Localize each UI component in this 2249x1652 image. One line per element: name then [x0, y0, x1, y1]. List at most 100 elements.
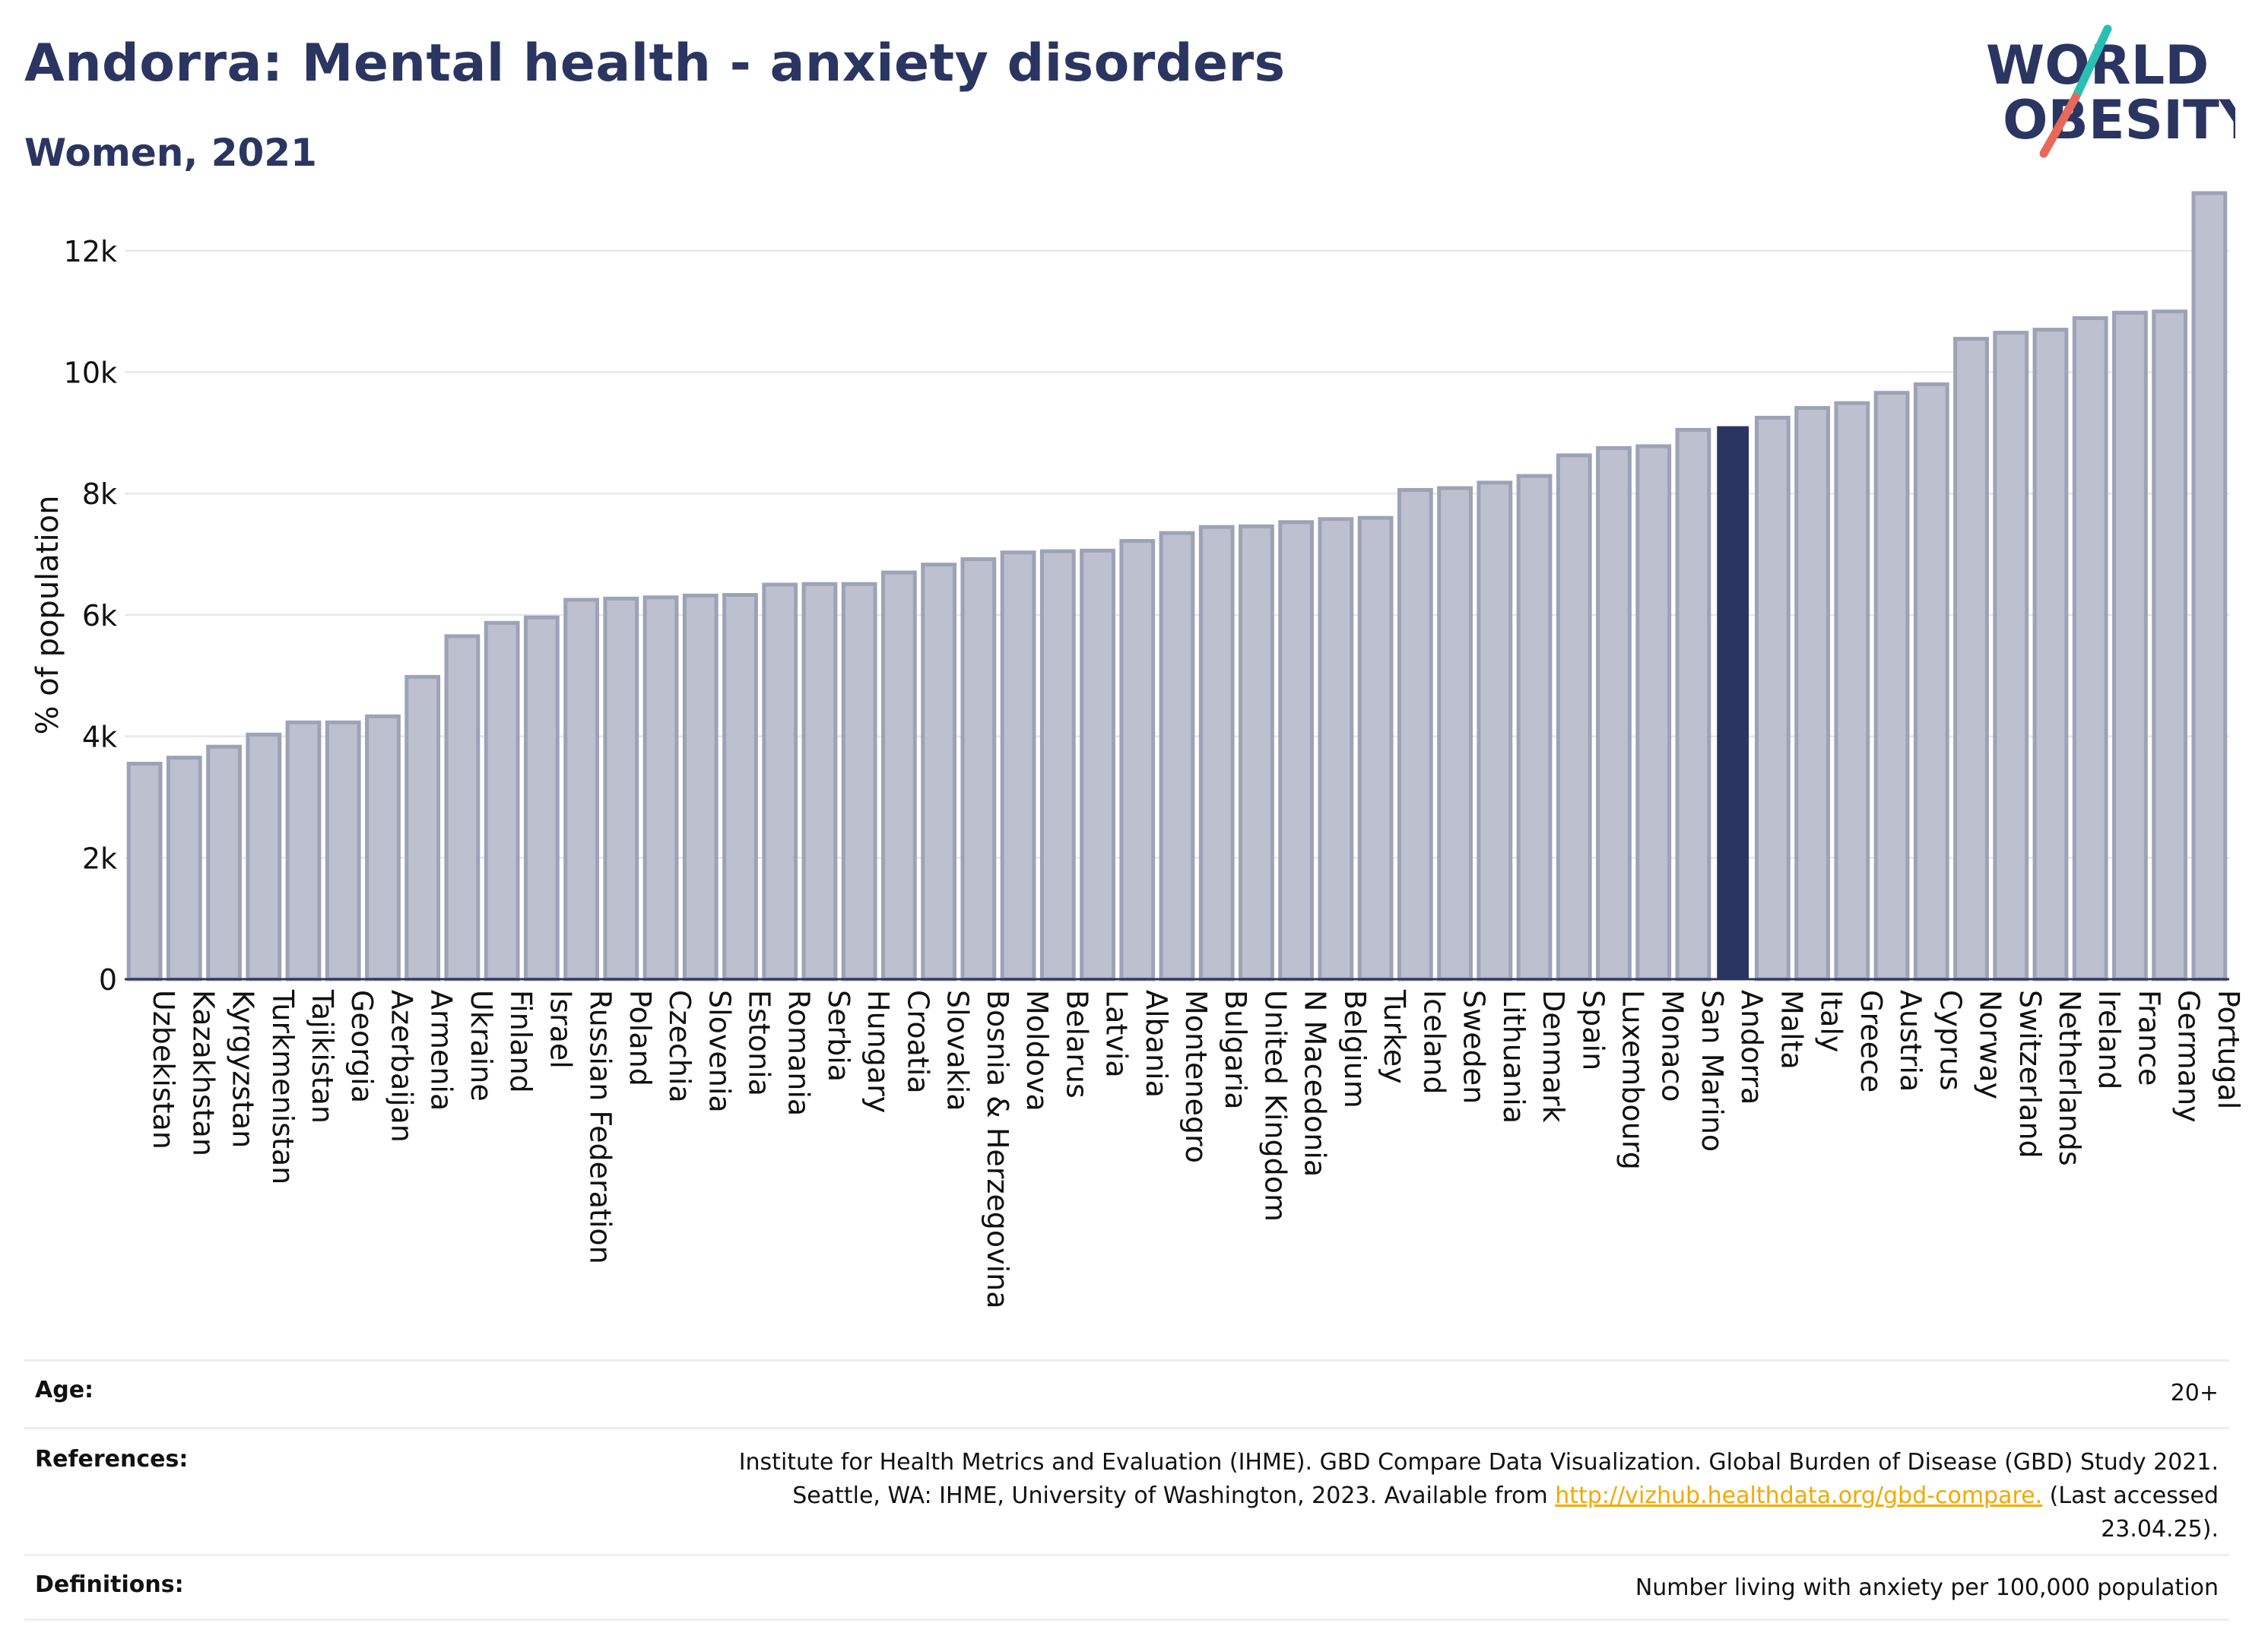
x-tick-label: Albania — [1140, 990, 1173, 1098]
x-tick-label: San Marino — [1695, 990, 1729, 1152]
x-axis-ticks: Uzbekistan Kazakhstan Kyrgyzstan Turkmenist… — [147, 989, 2245, 1309]
x-tick-label: Greece — [1854, 990, 1888, 1092]
x-tick-label: Luxembourg — [1616, 990, 1649, 1170]
bar-ukraine — [444, 634, 481, 981]
x-tick-label: Georgia — [345, 990, 379, 1103]
bar-chart: 0 2k 4k 6k 8k 10k 12k Uzbekistan Kazakhstan Kyrg… — [30, 191, 2245, 1309]
x-tick-label: Uzbekistan — [147, 990, 180, 1149]
x-tick-label: Sweden — [1458, 990, 1491, 1104]
x-tick-label: Latvia — [1100, 990, 1134, 1078]
y-axis-ticks: 0 2k 4k 6k 8k 10k 12k — [64, 235, 117, 997]
logo-slash-top — [2071, 24, 2112, 102]
bar-turkey — [1357, 515, 1394, 981]
x-tick-label: Turkmenistan — [266, 989, 300, 1184]
bar-romania — [762, 582, 798, 981]
x-tick-label: Switzerland — [2013, 990, 2047, 1159]
definitions-label: Definitions: — [35, 1571, 184, 1598]
x-tick-label: Austria — [1894, 990, 1927, 1092]
definitions-row: Definitions: Number living with anxiety … — [24, 1554, 2229, 1621]
x-tick-label: Czechia — [663, 990, 696, 1103]
x-tick-label: Russian Federation — [584, 990, 617, 1264]
references-row: References: Institute for Health Metrics… — [24, 1427, 2229, 1554]
x-tick-label: Cyprus — [1933, 990, 1967, 1091]
x-tick-label: Bosnia & Herzegovina — [981, 990, 1014, 1309]
x-tick-label: Ukraine — [465, 990, 498, 1102]
bar-belgium — [1318, 517, 1354, 981]
x-tick-label: Estonia — [743, 990, 776, 1096]
bar-norway — [1953, 337, 1989, 981]
x-tick-label: Ireland — [2092, 990, 2126, 1089]
bar-malta — [1755, 415, 1791, 981]
definitions-value: Number living with anxiety per 100,000 p… — [1635, 1574, 2219, 1601]
bar-austria — [1873, 391, 1910, 981]
bar-cyprus — [1913, 382, 1949, 981]
bar-bosnia-herzegovina — [960, 556, 997, 981]
bar-croatia — [881, 570, 917, 981]
references-value: Institute for Health Metrics and Evaluat… — [24, 1429, 2229, 1546]
y-tick-label: 10k — [64, 357, 117, 390]
bar-moldova — [1000, 550, 1036, 981]
x-tick-label: Israel — [544, 990, 577, 1069]
bar-sweden — [1437, 486, 1473, 981]
x-tick-label: Turkey — [1378, 989, 1411, 1084]
bar-latvia — [1080, 548, 1115, 981]
bar-italy — [1794, 406, 1831, 981]
y-tick-label: 4k — [82, 721, 117, 754]
logo-slash-bottom — [2039, 93, 2080, 158]
x-tick-label: Denmark — [1537, 990, 1570, 1123]
bar-iceland — [1397, 487, 1433, 981]
x-tick-label: Portugal — [2212, 990, 2245, 1109]
x-tick-label: Belgium — [1338, 990, 1372, 1108]
references-line-1: Institute for Health Metrics and Evaluat… — [738, 1449, 2219, 1476]
bar-portugal — [2191, 191, 2228, 981]
x-tick-label: Monaco — [1656, 990, 1689, 1102]
bar-lithuania — [1477, 480, 1513, 981]
x-tick-label: Norway — [1974, 990, 2007, 1099]
bar-finland — [484, 620, 520, 981]
x-tick-label: Lithuania — [1497, 990, 1531, 1124]
x-tick-label: Slovenia — [703, 990, 736, 1113]
x-tick-label: Belarus — [1060, 990, 1093, 1099]
x-tick-label: Armenia — [425, 990, 458, 1111]
y-tick-label: 0 — [99, 963, 117, 997]
bar-czechia — [642, 595, 679, 981]
bar-germany — [2152, 309, 2188, 981]
bar-monaco — [1635, 444, 1672, 981]
y-tick-label: 6k — [82, 599, 117, 633]
bar-israel — [523, 615, 560, 981]
world-obesity-logo: WORLD OBESITY — [1986, 24, 2235, 158]
bar-slovakia — [921, 563, 957, 981]
x-tick-label: France — [2132, 990, 2165, 1086]
bar-tajikistan — [285, 720, 322, 981]
x-tick-label: Kazakhstan — [186, 990, 220, 1156]
x-tick-label: Hungary — [861, 990, 895, 1113]
x-tick-label: Kyrgyzstan — [227, 990, 260, 1148]
bar-andorra — [1717, 426, 1749, 979]
bar-armenia — [404, 674, 441, 981]
bar-n-macedonia — [1278, 520, 1315, 981]
bar-russian-federation — [563, 598, 599, 981]
bar-kazakhstan — [166, 756, 202, 981]
bar-azerbaijan — [365, 714, 401, 981]
x-tick-label: United Kingdom — [1258, 990, 1292, 1222]
bar-albania — [1119, 539, 1156, 981]
bar-greece — [1834, 401, 1870, 981]
bar-san-marino — [1675, 427, 1711, 981]
page-title: Andorra: Mental health - anxiety disorde… — [24, 33, 1286, 94]
y-tick-label: 12k — [64, 235, 117, 268]
bar-serbia — [801, 582, 838, 981]
x-tick-label: Serbia — [822, 990, 855, 1082]
info-table: Age: 20+ References: Institute for Healt… — [24, 1359, 2229, 1621]
x-tick-label: N Macedonia — [1299, 990, 1332, 1177]
x-tick-label: Montenegro — [1179, 990, 1213, 1163]
x-tick-label: Malta — [1775, 990, 1808, 1070]
bar-uzbekistan — [126, 762, 163, 981]
bar-ireland — [2072, 315, 2108, 981]
age-label: Age: — [35, 1377, 94, 1403]
bar-turkmenistan — [246, 732, 282, 981]
references-link[interactable]: http://vizhub.healthdata.org/gbd-compare… — [1555, 1482, 2043, 1509]
bar-hungary — [841, 582, 877, 981]
x-tick-label: Spain — [1576, 990, 1610, 1070]
x-tick-label: Iceland — [1417, 990, 1451, 1095]
bar-denmark — [1516, 474, 1553, 981]
